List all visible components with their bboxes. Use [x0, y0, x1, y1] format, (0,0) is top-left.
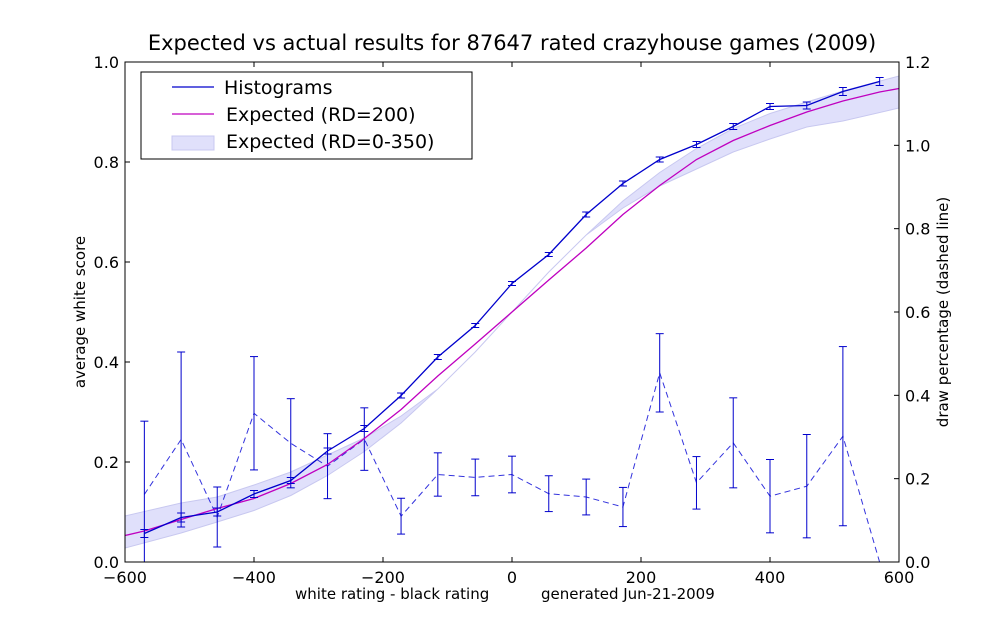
x-tick-label: −200 [361, 568, 405, 587]
x-tick-label: 400 [755, 568, 786, 587]
chart-title: Expected vs actual results for 87647 rat… [148, 31, 876, 55]
expected-series [124, 87, 900, 537]
y-left-tick-label: 0.8 [94, 153, 119, 172]
draw-series [140, 333, 881, 563]
histogram-series [140, 77, 884, 538]
y-left-tick-label: 0.6 [94, 253, 119, 272]
legend: Histograms Expected (RD=200) Expected (R… [140, 71, 473, 160]
legend-label-band: Expected (RD=0-350) [226, 131, 434, 153]
y-right-tick-label: 0.2 [905, 470, 930, 489]
y-left-tick-label: 1.0 [94, 53, 119, 72]
legend-label-histograms: Histograms [224, 77, 332, 99]
x-tick-label: −600 [103, 568, 147, 587]
y-left-tick-label: 0.4 [94, 353, 119, 372]
x-axis-title: white rating - black rating [295, 585, 489, 603]
x-tick-label: 200 [626, 568, 657, 587]
axis-ticks: −600 −400 −200 0 200 400 6000.00.20.40.60.81.0… [94, 53, 931, 587]
x-tick-label: −400 [232, 568, 276, 587]
y-axis-right-title: draw percentage (dashed line) [934, 197, 952, 427]
y-right-tick-label: 0.8 [905, 220, 930, 239]
x-tick-label: 0 [507, 568, 517, 587]
x-tick-label: 600 [884, 568, 915, 587]
legend-swatch-band [171, 135, 215, 151]
y-left-tick-label: 0.2 [94, 453, 119, 472]
legend-label-expected: Expected (RD=200) [226, 104, 416, 126]
y-right-tick-label: 0.0 [905, 553, 930, 572]
expected-rd200-line [124, 87, 900, 537]
y-right-tick-label: 0.4 [905, 386, 930, 405]
footnote: generated Jun-21-2009 [541, 585, 715, 603]
y-right-tick-label: 1.2 [905, 53, 930, 72]
y-left-tick-label: 0.0 [94, 553, 119, 572]
y-right-tick-label: 0.6 [905, 303, 930, 322]
y-right-tick-label: 1.0 [905, 136, 930, 155]
y-axis-left-title: average white score [71, 236, 89, 388]
